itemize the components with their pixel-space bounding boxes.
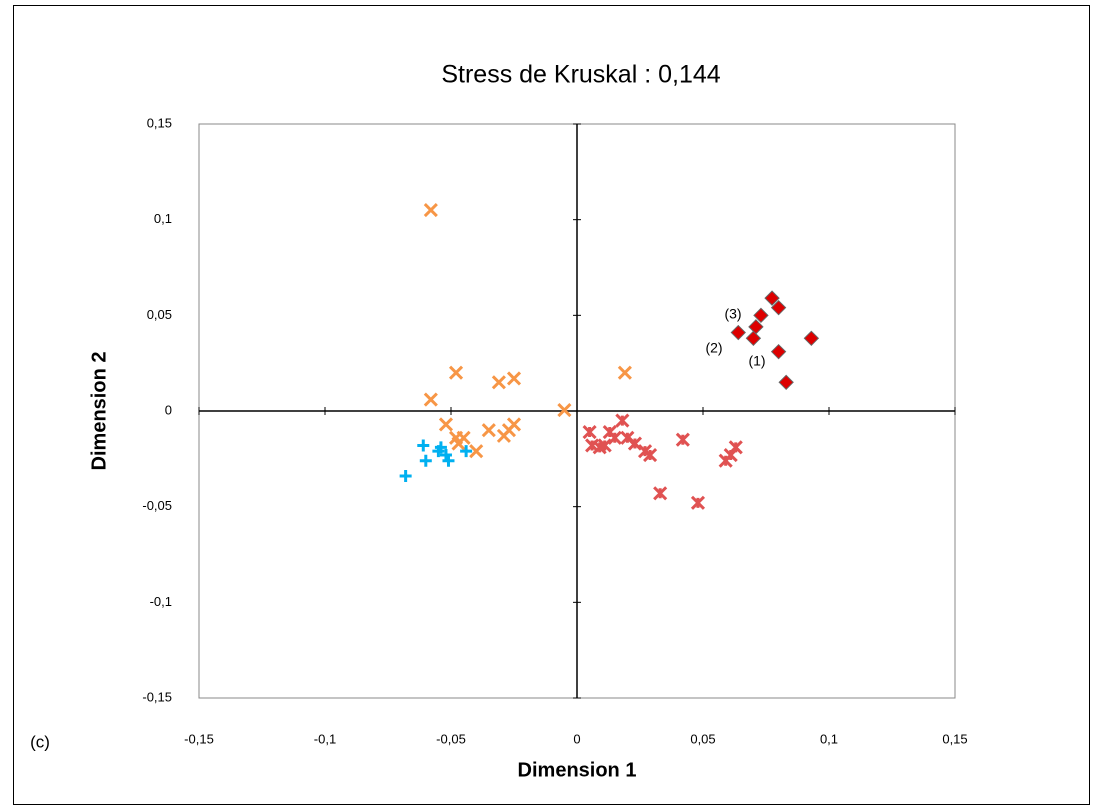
frame — [13, 5, 1090, 805]
point — [460, 445, 473, 458]
point — [643, 447, 658, 463]
y-tick-label: -0,1 — [150, 594, 172, 609]
x-tick-label: 0 — [573, 731, 580, 746]
annotation: (1) — [748, 353, 765, 369]
x-tick-label: -0,15 — [184, 731, 214, 746]
point — [434, 441, 447, 454]
point — [481, 423, 496, 438]
point — [617, 365, 632, 380]
y-axis-title: Dimension 2 — [88, 352, 110, 471]
annotation: (3) — [724, 306, 741, 322]
x-tick-label: -0,05 — [436, 731, 466, 746]
point — [506, 417, 522, 432]
point — [778, 374, 794, 391]
point — [456, 430, 471, 445]
annotation: (2) — [705, 340, 722, 356]
point — [803, 330, 820, 347]
point — [448, 365, 464, 380]
y-tick-label: 0,1 — [154, 211, 172, 226]
y-tick-label: -0,05 — [142, 498, 172, 513]
point — [506, 371, 522, 386]
point — [690, 495, 706, 510]
x-tick-label: 0,1 — [820, 731, 838, 746]
point — [469, 444, 484, 459]
point — [753, 307, 769, 324]
point — [653, 486, 668, 501]
point — [417, 439, 430, 452]
y-tick-label: -0,15 — [142, 689, 172, 704]
point — [627, 436, 643, 451]
point — [597, 438, 612, 453]
chart-title: Stress de Kruskal : 0,144 — [441, 61, 720, 89]
point — [491, 375, 506, 390]
point — [582, 424, 597, 440]
point — [557, 402, 572, 418]
point — [675, 432, 690, 447]
point — [615, 413, 630, 428]
point — [442, 454, 455, 467]
point — [745, 330, 762, 347]
point — [607, 430, 622, 445]
point — [728, 440, 743, 455]
point — [438, 417, 454, 432]
x-tick-label: 0,05 — [690, 731, 715, 746]
y-tick-label: 0 — [165, 402, 172, 417]
x-axis-title: Dimension 1 — [518, 759, 637, 781]
annotation: (c) — [30, 732, 50, 751]
x-tick-label: -0,1 — [314, 731, 336, 746]
y-tick-label: 0,15 — [147, 115, 172, 130]
point — [419, 454, 432, 467]
point — [423, 203, 438, 218]
point — [423, 392, 438, 407]
point — [770, 299, 787, 316]
point — [496, 428, 511, 443]
y-tick-label: 0,05 — [147, 307, 172, 322]
point — [770, 343, 787, 360]
point — [730, 324, 746, 341]
point — [764, 290, 780, 306]
x-tick-label: 0,15 — [942, 731, 967, 746]
point — [399, 470, 412, 483]
